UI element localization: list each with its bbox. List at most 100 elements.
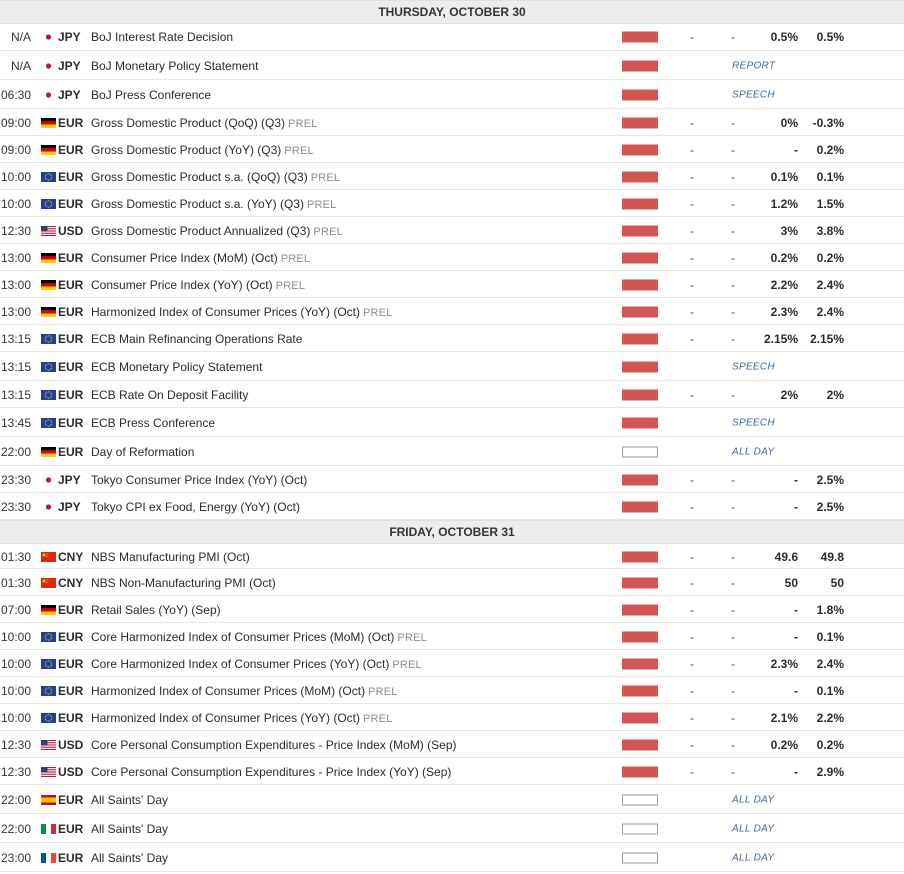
event-name: All Saints' Day — [91, 850, 168, 865]
impact-none-indicator — [622, 794, 658, 805]
impact-high-indicator — [622, 658, 658, 669]
event-currency: USD — [58, 764, 84, 779]
event-name: Day of Reformation — [91, 444, 195, 459]
event-row[interactable]: 13:00 EUR Harmonized Index of Consumer Pri… — [0, 299, 904, 325]
us-flag-icon — [41, 739, 56, 750]
deviation-value: - — [731, 602, 735, 617]
event-currency: JPY — [58, 499, 81, 514]
eu-flag-icon — [41, 171, 56, 182]
event-currency: EUR — [58, 792, 84, 807]
consensus-value: 2.1% — [770, 710, 798, 725]
event-time: 10:00 — [0, 169, 31, 184]
event-type-tag: ALL DAY — [732, 852, 775, 863]
event-name-cell: ECB Rate On Deposit Facility — [91, 388, 248, 402]
event-row[interactable]: N/A JPY BoJ Monetary Policy Statement REPOR… — [0, 52, 904, 80]
consensus-value: 3% — [780, 223, 798, 238]
event-currency: EUR — [58, 821, 84, 836]
deviation-value: - — [731, 737, 735, 752]
event-name: All Saints' Day — [91, 821, 168, 836]
impact-high-indicator — [622, 766, 658, 777]
event-currency: EUR — [58, 444, 84, 459]
actual-value: - — [690, 331, 694, 346]
prel-badge: PREL — [363, 712, 393, 725]
event-type-tag: ALL DAY — [732, 823, 775, 834]
event-row[interactable]: 12:30 USD Core Personal Consumption Expend… — [0, 759, 904, 785]
event-name-cell: Consumer Price Index (MoM) (Oct) PREL — [91, 251, 310, 265]
event-name-cell: Gross Domestic Product Annualized (Q3) PR… — [91, 224, 343, 238]
event-name: Retail Sales (YoY) (Sep) — [91, 602, 221, 617]
consensus-value: - — [794, 629, 798, 644]
event-row[interactable]: 23:00 EUR All Saints' Day ALL DAY — [0, 844, 904, 872]
event-row[interactable]: 10:00 EUR Gross Domestic Product s.a. (YoY… — [0, 191, 904, 217]
event-row[interactable]: 09:00 EUR Gross Domestic Product (YoY) (Q3… — [0, 137, 904, 163]
event-name: ECB Main Refinancing Operations Rate — [91, 331, 303, 346]
event-row[interactable]: 12:30 USD Core Personal Consumption Expend… — [0, 732, 904, 758]
actual-value: - — [690, 764, 694, 779]
event-row[interactable]: 22:00 EUR Day of Reformation ALL DAY — [0, 438, 904, 466]
event-row[interactable]: 12:30 USD Gross Domestic Product Annualize… — [0, 218, 904, 244]
event-row[interactable]: 01:30 CNY NBS Non-Manufacturing PMI (Oct) -… — [0, 570, 904, 596]
germany-flag-icon — [41, 144, 56, 155]
event-row[interactable]: 09:00 EUR Gross Domestic Product (QoQ) (Q3… — [0, 110, 904, 136]
event-row[interactable]: 22:00 EUR All Saints' Day ALL DAY — [0, 786, 904, 814]
event-name: BoJ Interest Rate Decision — [91, 30, 234, 44]
china-flag-icon — [41, 577, 56, 588]
consensus-value: - — [794, 142, 798, 157]
previous-value: 0.2% — [816, 250, 844, 265]
event-name: Gross Domestic Product s.a. (QoQ) (Q3) — [91, 169, 308, 184]
prel-badge: PREL — [306, 198, 337, 211]
prel-badge: PREL — [310, 171, 341, 184]
deviation-value: - — [731, 575, 735, 590]
event-row[interactable]: 23:30 JPY Tokyo Consumer Price Index (YoY)… — [0, 467, 904, 493]
china-flag-icon — [41, 551, 56, 562]
deviation-value: - — [731, 115, 735, 130]
event-row[interactable]: 01:30 CNY NBS Manufacturing PMI (Oct) - - 49.… — [0, 545, 904, 569]
event-row[interactable]: 23:30 JPY Tokyo CPI ex Food, Energy (YoY) … — [0, 494, 904, 520]
event-name-cell: BoJ Interest Rate Decision — [91, 30, 233, 44]
event-row[interactable]: 22:00 EUR All Saints' Day ALL DAY — [0, 815, 904, 843]
previous-value: 49.8 — [820, 549, 844, 564]
actual-value: - — [690, 656, 694, 671]
event-time: 22:00 — [0, 444, 31, 459]
event-time: 22:00 — [0, 792, 31, 807]
deviation-value: - — [731, 656, 735, 671]
event-row[interactable]: N/A JPY BoJ Interest Rate Decision - - 0.5% 0.… — [0, 24, 904, 51]
consensus-value: 0% — [780, 115, 798, 130]
event-row[interactable]: 13:15 EUR ECB Main Refinancing Operations … — [0, 326, 904, 352]
previous-value: 2.4% — [816, 304, 844, 319]
day-header: FRIDAY, OCTOBER 31 — [0, 520, 904, 544]
event-row[interactable]: 06:30 JPY BoJ Press Conference SPEECH — [0, 81, 904, 109]
event-name-cell: ECB Press Conference — [91, 416, 215, 430]
event-row[interactable]: 10:00 EUR Harmonized Index of Consumer Pri… — [0, 705, 904, 731]
event-row[interactable]: 10:00 EUR Harmonized Index of Consumer Pri… — [0, 678, 904, 704]
impact-high-indicator — [622, 60, 658, 71]
consensus-value: - — [794, 683, 798, 698]
event-currency: EUR — [58, 683, 84, 698]
previous-value: 0.5% — [816, 30, 844, 44]
actual-value: - — [690, 169, 694, 184]
actual-value: - — [690, 737, 694, 752]
event-row[interactable]: 07:00 EUR Retail Sales (YoY) (Sep) - - - 1.8% — [0, 597, 904, 623]
event-type-tag: SPEECH — [732, 89, 775, 100]
impact-high-indicator — [622, 225, 658, 236]
event-name: Core Personal Consumption Expenditures -… — [91, 764, 452, 779]
event-row[interactable]: 10:00 EUR Gross Domestic Product s.a. (QoQ… — [0, 164, 904, 190]
event-row[interactable]: 13:15 EUR ECB Rate On Deposit Facility - - 2%… — [0, 382, 904, 408]
impact-high-indicator — [622, 417, 658, 428]
event-currency: EUR — [58, 331, 84, 346]
deviation-value: - — [731, 710, 735, 725]
event-row[interactable]: 10:00 EUR Core Harmonized Index of Consume… — [0, 624, 904, 650]
event-row[interactable]: 13:15 EUR ECB Monetary Policy Statement SPE… — [0, 353, 904, 381]
event-currency: EUR — [58, 602, 84, 617]
deviation-value: - — [731, 277, 735, 292]
actual-value: - — [690, 499, 694, 514]
deviation-value: - — [731, 764, 735, 779]
event-row[interactable]: 13:45 EUR ECB Press Conference SPEECH — [0, 409, 904, 437]
event-row[interactable]: 13:00 EUR Consumer Price Index (YoY) (Oct)… — [0, 272, 904, 298]
deviation-value: - — [731, 331, 735, 346]
event-name-cell: Harmonized Index of Consumer Prices (MoM… — [91, 684, 398, 698]
event-row[interactable]: 13:00 EUR Consumer Price Index (MoM) (Oct)… — [0, 245, 904, 271]
event-name-cell: NBS Non-Manufacturing PMI (Oct) — [91, 576, 276, 590]
event-row[interactable]: 10:00 EUR Core Harmonized Index of Consume… — [0, 651, 904, 677]
event-name: Consumer Price Index (MoM) (Oct) — [91, 250, 278, 265]
